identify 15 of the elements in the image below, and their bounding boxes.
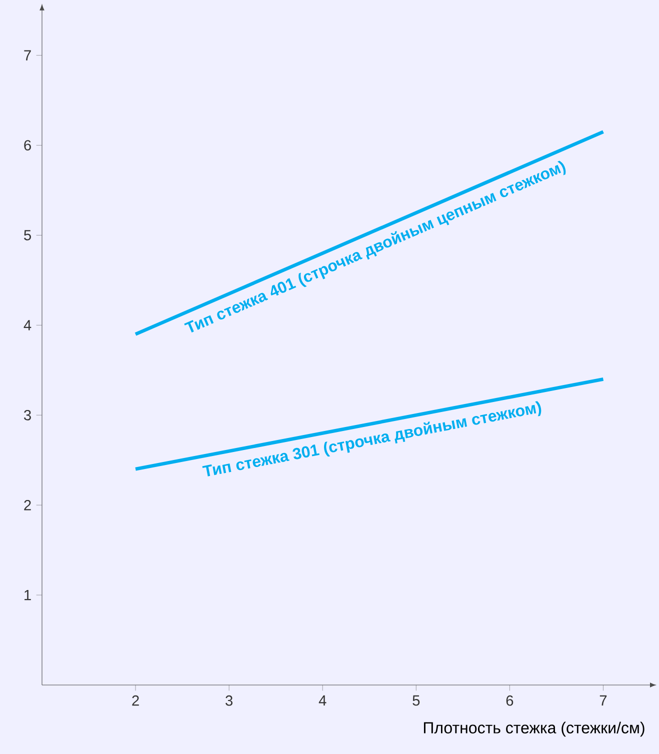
- x-tick-label: 6: [506, 695, 514, 706]
- y-tick-label: 3: [24, 410, 31, 420]
- x-tick-label: 3: [226, 695, 233, 706]
- y-tick-label: 4: [24, 320, 32, 330]
- y-tick-label: 2: [24, 500, 31, 510]
- x-tick-label: 7: [600, 695, 607, 706]
- x-tick-label: 5: [412, 695, 420, 706]
- x-tick-label: 4: [318, 695, 326, 706]
- y-tick-label: 6: [24, 140, 31, 150]
- text: Тип стежка 301 (строчка двойным стежком): [202, 401, 542, 476]
- y-tick-label: 7: [24, 50, 31, 60]
- y-tick-label: 5: [24, 230, 31, 240]
- x-tick-label: 2: [132, 695, 139, 706]
- y-tick-label: 1: [24, 590, 31, 600]
- x-axis-title: Плотность стежка (стежки/см): [424, 722, 644, 737]
